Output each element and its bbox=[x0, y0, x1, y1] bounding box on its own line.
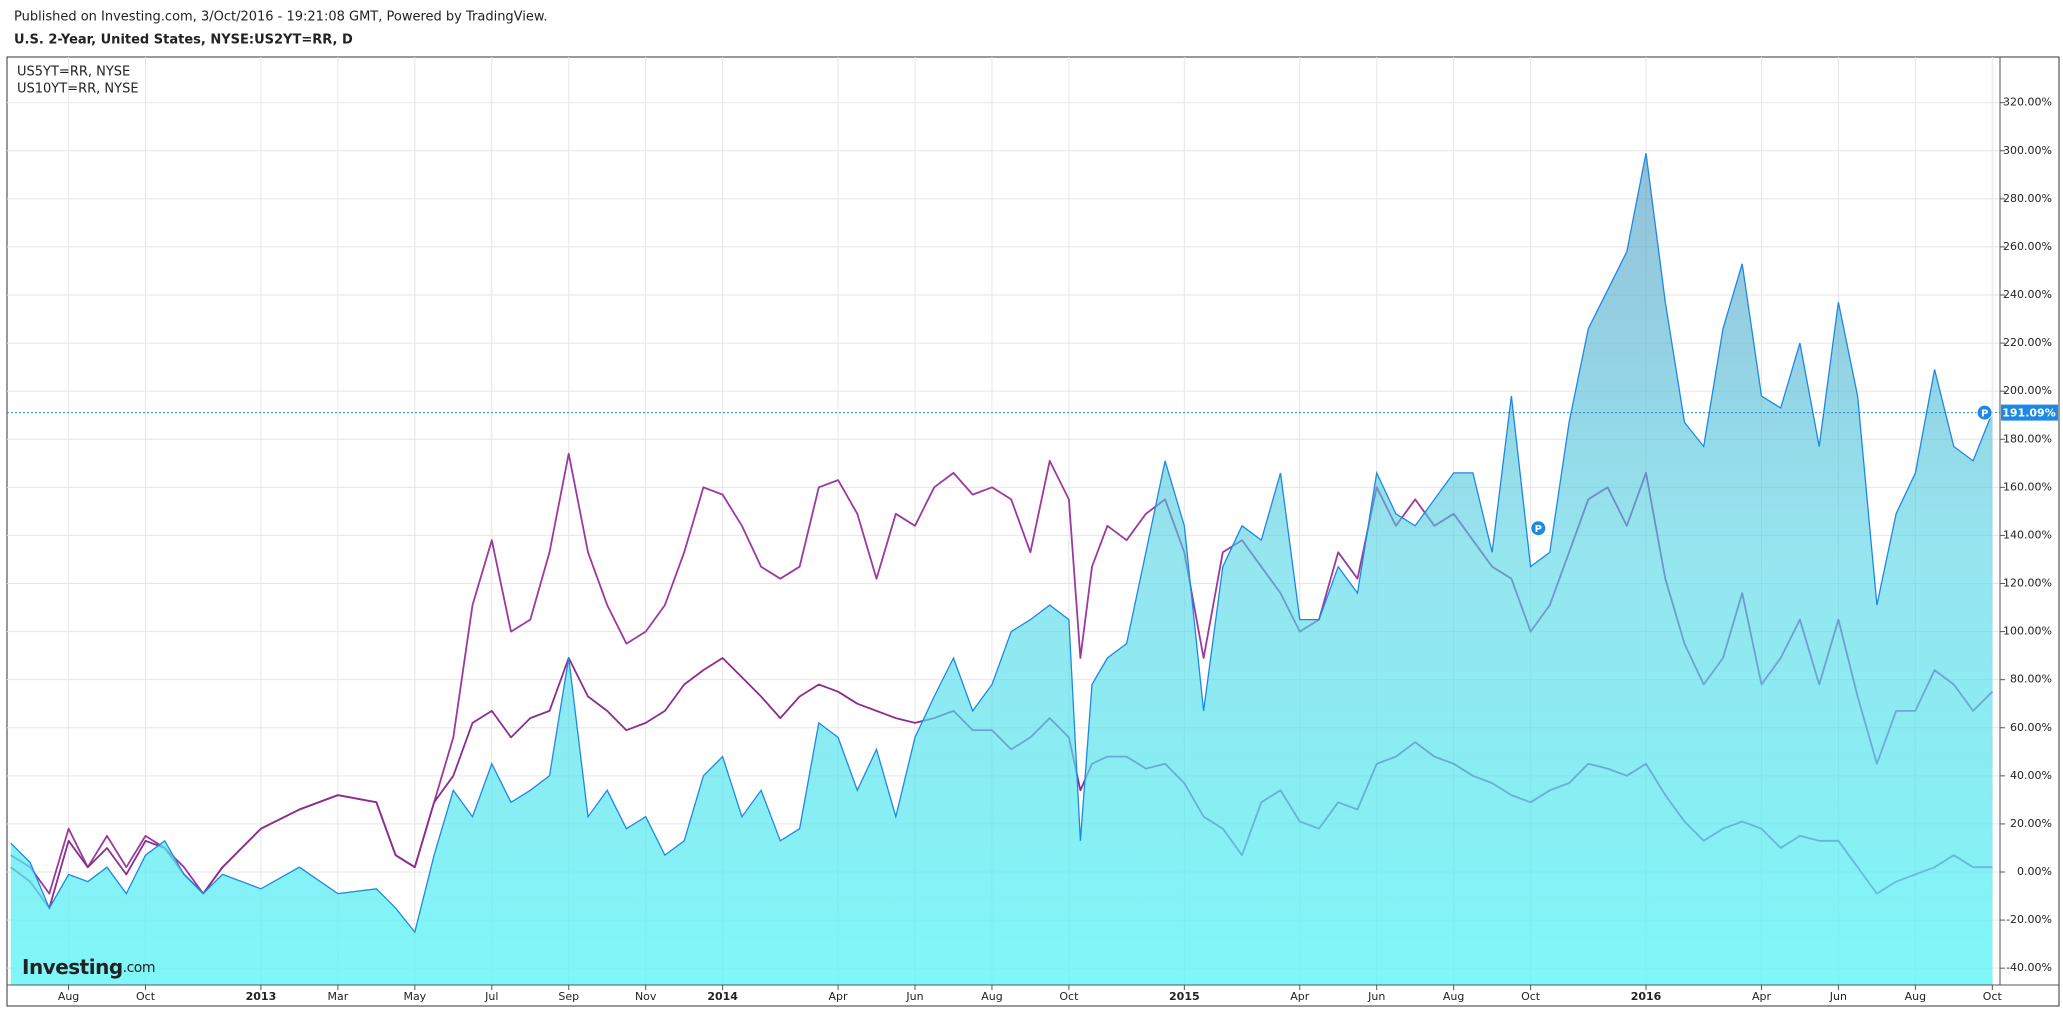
y-tick-label: 200.00% bbox=[2003, 384, 2052, 397]
logo-suffix: .com bbox=[123, 960, 155, 976]
y-tick-label: 260.00% bbox=[2003, 240, 2052, 253]
x-tick-label: Oct bbox=[1521, 990, 1541, 1003]
x-tick-label: Apr bbox=[829, 990, 849, 1003]
legend-entry: US10YT=RR, NYSE bbox=[17, 82, 139, 97]
y-tick-label: 60.00% bbox=[2010, 721, 2052, 734]
y-tick-label: 120.00% bbox=[2003, 577, 2052, 590]
x-tick-label: Sep bbox=[558, 990, 579, 1003]
published-note: Published on Investing.com, 3/Oct/2016 -… bbox=[14, 10, 547, 25]
y-tick-label: 80.00% bbox=[2010, 673, 2052, 686]
last-value-box bbox=[2001, 404, 2058, 421]
x-tick-label: Aug bbox=[58, 990, 79, 1003]
x-tick-label: 2014 bbox=[707, 990, 738, 1003]
logo-brand: Investing bbox=[22, 955, 123, 979]
x-tick-label: Oct bbox=[136, 990, 156, 1003]
chart-frame bbox=[6, 56, 2060, 1007]
x-tick-label: Aug bbox=[1905, 990, 1926, 1003]
x-tick-label: Aug bbox=[981, 990, 1002, 1003]
area-line bbox=[10, 153, 1993, 934]
x-tick-label: 2013 bbox=[246, 990, 277, 1003]
y-tick-label: 240.00% bbox=[2003, 288, 2052, 301]
y-tick-label: 180.00% bbox=[2003, 432, 2052, 445]
last-value-label: 191.09% bbox=[2002, 407, 2055, 420]
x-tick-label: Apr bbox=[1290, 990, 1310, 1003]
marker-label: P bbox=[1981, 409, 1988, 420]
y-tick-label: 140.00% bbox=[2003, 528, 2052, 541]
y-tick-label: 40.00% bbox=[2010, 769, 2052, 782]
marker bbox=[1530, 520, 1547, 537]
y-tick-label: 160.00% bbox=[2003, 480, 2052, 493]
x-tick-label: May bbox=[403, 990, 426, 1003]
y-tick-label: 0.00% bbox=[2017, 865, 2052, 878]
x-tick-label: Nov bbox=[635, 990, 657, 1003]
y-tick-label: 280.00% bbox=[2003, 192, 2052, 205]
marker bbox=[1976, 404, 1993, 421]
area-fill bbox=[10, 153, 1993, 985]
x-tick-label: Apr bbox=[1752, 990, 1772, 1003]
x-tick-label: Oct bbox=[1059, 990, 1079, 1003]
x-tick-label: Mar bbox=[328, 990, 349, 1003]
x-tick-label: 2015 bbox=[1169, 990, 1200, 1003]
logo: Investing.com bbox=[22, 955, 155, 979]
y-tick-label: 20.00% bbox=[2010, 817, 2052, 830]
x-tick-label: 2016 bbox=[1631, 990, 1662, 1003]
y-tick-label: 300.00% bbox=[2003, 144, 2052, 157]
x-tick-label: Jun bbox=[905, 990, 923, 1003]
axes: -40.00% -20.00% 0.00% 20.00% 40.00% 60.00% 80.… bbox=[17, 65, 2058, 1003]
x-tick-label: Jun bbox=[1829, 990, 1847, 1003]
y-tick-label: 320.00% bbox=[2003, 96, 2052, 109]
x-tick-label: Jun bbox=[1367, 990, 1385, 1003]
y-tick-label: 220.00% bbox=[2003, 336, 2052, 349]
y-tick-label: 100.00% bbox=[2003, 625, 2052, 638]
x-tick-label: Oct bbox=[1983, 990, 2003, 1003]
y-tick-label: -40.00% bbox=[2006, 961, 2052, 974]
x-tick-label: Aug bbox=[1443, 990, 1464, 1003]
plot bbox=[7, 153, 2000, 985]
y-tick-label: -20.00% bbox=[2006, 913, 2052, 926]
x-tick-label: Jul bbox=[484, 990, 498, 1003]
legend-entry: US5YT=RR, NYSE bbox=[17, 65, 130, 80]
marker-label: P bbox=[1535, 524, 1542, 535]
chart-title: U.S. 2-Year, United States, NYSE:US2YT=R… bbox=[14, 33, 353, 48]
